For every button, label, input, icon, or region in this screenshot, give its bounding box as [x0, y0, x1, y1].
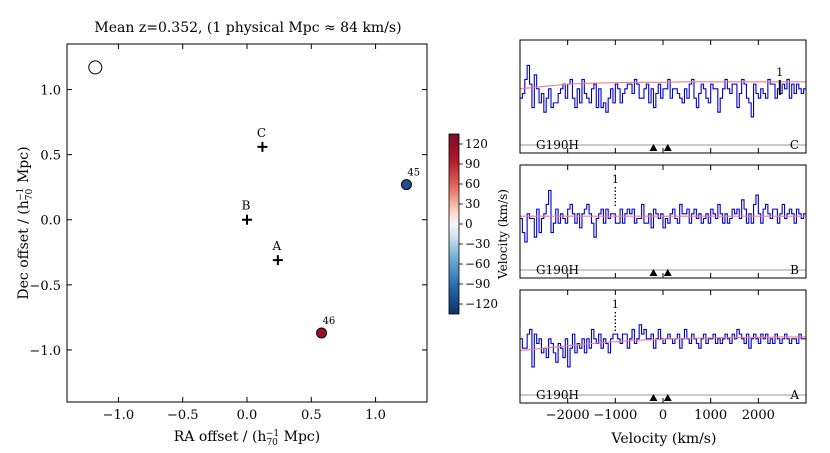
scatter-xtick-label: −0.5: [167, 408, 199, 423]
sightline-label: A: [789, 388, 799, 402]
galaxy-label: 45: [407, 168, 420, 179]
colorbar-tick-label: −60: [465, 257, 490, 271]
scatter-xtick-label: 0.5: [301, 408, 322, 423]
sightline-label: B: [790, 263, 799, 277]
scatter-ytick-label: −0.5: [29, 279, 61, 294]
continuum-fit: [519, 81, 806, 90]
colorbar-tick-label: 120: [465, 137, 488, 151]
colorbar-tick-label: 30: [465, 197, 480, 211]
flux-spectrum: [520, 324, 806, 368]
galaxy-point: [316, 327, 328, 339]
scatter-frame: [66, 43, 428, 403]
spectra-xlabel: Velocity (km/s): [611, 431, 717, 447]
spectrum-xtick-label: −1000: [593, 408, 637, 423]
sightline-marker-c: [257, 141, 268, 152]
scatter-xtick-label: 0.0: [237, 408, 258, 423]
grating-label: G190H: [536, 138, 579, 152]
component-marker: [663, 269, 672, 276]
scatter-title: Mean z=0.352, (1 physical Mpc ≈ 84 km/s): [94, 20, 401, 36]
colorbar-gradient: [448, 133, 460, 315]
component-marker: [663, 144, 672, 151]
spectrum-xtick-label: 0: [659, 408, 667, 423]
spectrum-panel-b: 1 G190H B: [519, 164, 807, 279]
colorbar-tick-label: −120: [465, 297, 498, 311]
line-marker-label: 1: [776, 66, 783, 79]
scatter-ytick-label: 1.0: [40, 84, 61, 99]
colorbar: 120 90 60 30 0 −30 −60 −90 −120: [448, 133, 498, 315]
spectrum-panel-c: 1 G190H C: [519, 39, 807, 154]
line-marker-label: 1: [612, 173, 619, 186]
spectra-panels: 1 G190H C 1 G190H B 1 G190H A −2000 −1000 0 1000 2000…: [496, 39, 807, 447]
sightline-label-a: A: [272, 239, 282, 253]
spectrum-xtick-label: 2000: [742, 408, 775, 423]
galaxy-point: [400, 179, 412, 191]
scatter-xlabel: RA offset / (h70−1 Mpc): [174, 429, 320, 448]
galaxy-point: [88, 60, 103, 75]
scatter-ytick-label: 0.0: [40, 214, 61, 229]
spectrum-xtick-label: −2000: [546, 408, 590, 423]
colorbar-tick-label: −90: [465, 277, 490, 291]
flux-spectrum: [520, 189, 806, 243]
sightline-label: C: [790, 138, 799, 152]
component-marker: [663, 394, 672, 401]
line-marker-label: 1: [612, 298, 619, 311]
sightline-label-b: B: [242, 199, 251, 213]
grating-label: G190H: [536, 388, 579, 402]
sightline-marker-a: [272, 255, 283, 266]
component-marker: [649, 269, 658, 276]
colorbar-tick-label: 0: [465, 217, 473, 231]
colorbar-tick-label: −30: [465, 237, 490, 251]
scatter-xtick-label: 1.0: [365, 408, 386, 423]
continuum-fit: [519, 336, 806, 352]
scatter-ytick-label: −1.0: [29, 344, 61, 359]
colorbar-tick-label: 60: [465, 177, 480, 191]
flux-spectrum: [520, 64, 806, 118]
sightline-marker-b: [242, 214, 252, 225]
sightline-label-c: C: [257, 126, 266, 140]
scatter-ylabel: Dec offset / (h70−1 Mpc): [16, 146, 35, 299]
component-marker: [649, 394, 658, 401]
component-marker: [649, 144, 658, 151]
grating-label: G190H: [536, 263, 579, 277]
spectrum-xtick-label: 1000: [694, 408, 727, 423]
scatter-ytick-label: 0.5: [40, 149, 61, 164]
colorbar-tick-label: 90: [465, 157, 480, 171]
scatter-xtick-label: −1.0: [103, 408, 135, 423]
galaxy-label: 46: [323, 316, 336, 327]
spectrum-panel-a: 1 G190H A −2000 −1000 0 1000 2000: [519, 289, 807, 423]
spectra-ylabel: Velocity (km/s): [496, 189, 510, 280]
scatter-panel: Mean z=0.352, (1 physical Mpc ≈ 84 km/s)…: [16, 20, 428, 448]
